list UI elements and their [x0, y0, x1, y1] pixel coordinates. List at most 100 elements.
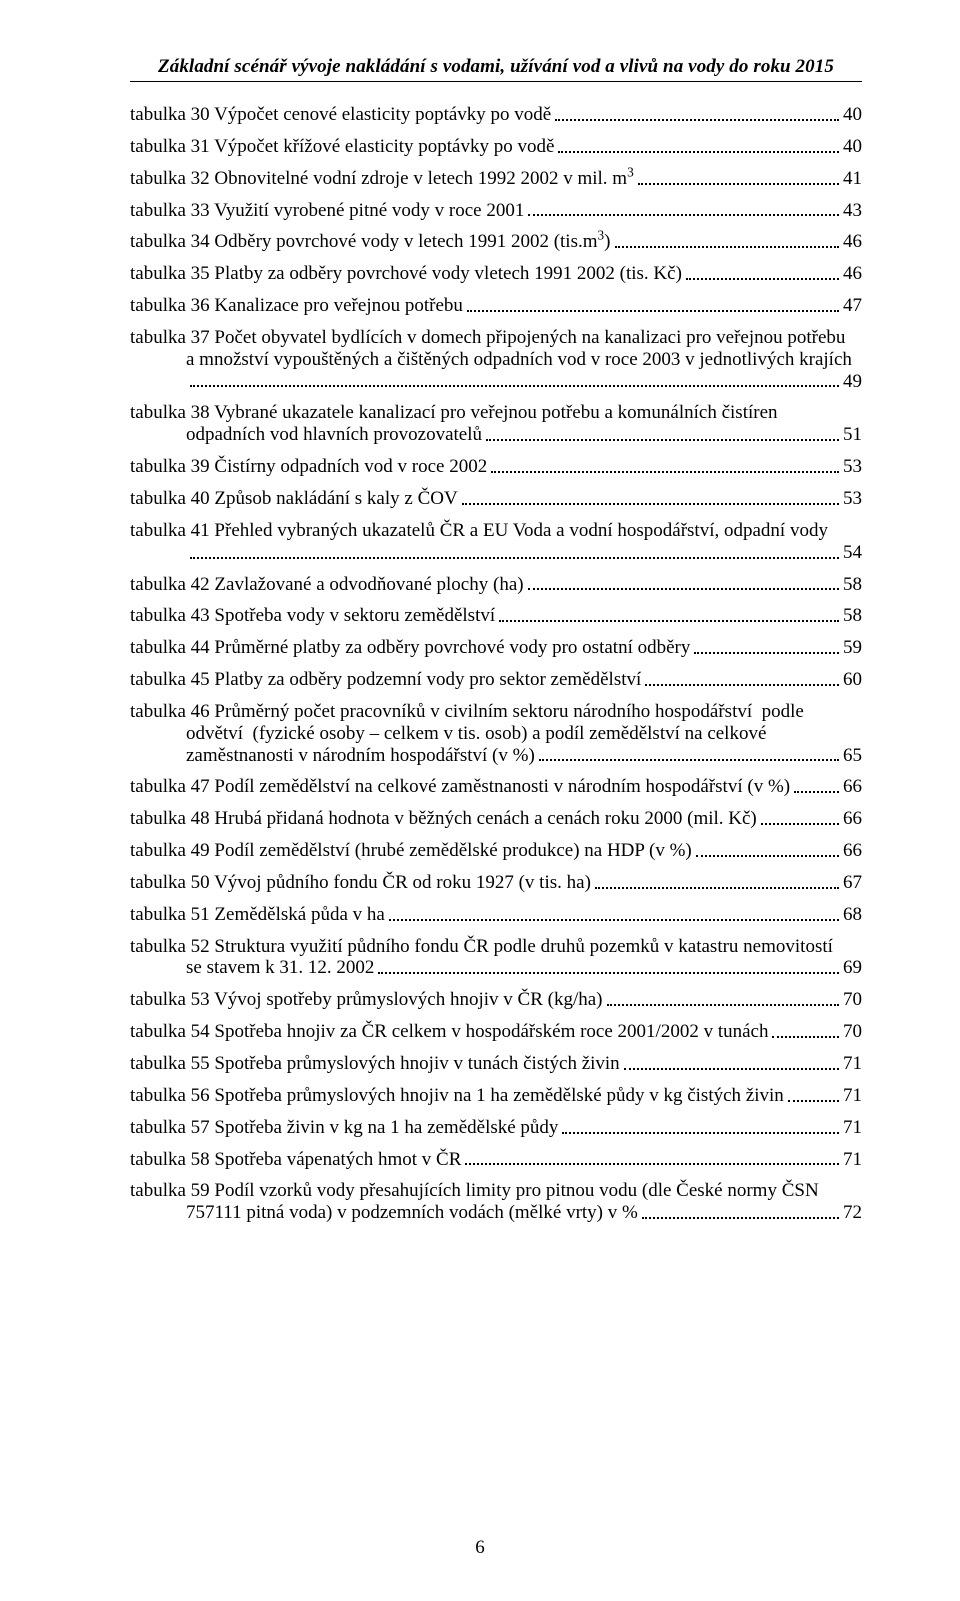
toc-text: tabulka 48 Hrubá přidaná hodnota v běžný… — [130, 808, 757, 830]
toc-entry: tabulka 56 Spotřeba průmyslových hnojiv … — [130, 1085, 862, 1107]
toc-page: 53 — [843, 456, 862, 478]
toc-text: tabulka 57 Spotřeba živin v kg na 1 ha z… — [130, 1117, 558, 1139]
toc-leader — [562, 1132, 839, 1134]
toc-entry: tabulka 41 Přehled vybraných ukazatelů Č… — [130, 520, 862, 564]
toc-last-line: 54 — [130, 542, 862, 564]
toc-page: 53 — [843, 488, 862, 510]
toc-leader — [491, 471, 839, 473]
page-number: 6 — [0, 1537, 960, 1559]
toc-text: zaměstnanosti v národním hospodářství (v… — [186, 745, 535, 766]
toc-page: 71 — [843, 1117, 862, 1139]
toc-entry: tabulka 35 Platby za odběry povrchové vo… — [130, 263, 862, 285]
toc-entry: tabulka 37 Počet obyvatel bydlících v do… — [130, 327, 862, 393]
toc-text: tabulka 53 Vývoj spotřeby průmyslových h… — [130, 989, 603, 1011]
toc-page: 69 — [843, 957, 862, 979]
toc-leader — [486, 439, 839, 441]
toc-text: tabulka 44 Průměrné platby za odběry pov… — [130, 637, 690, 659]
toc-page: 47 — [843, 295, 862, 317]
toc-text: tabulka 43 Spotřeba vody v sektoru zeměd… — [130, 605, 495, 627]
toc-leader — [615, 246, 840, 248]
toc-leader — [389, 919, 839, 921]
page: Základní scénář vývoje nakládání s vodam… — [0, 0, 960, 1601]
toc-leader — [761, 823, 839, 825]
toc-page: 41 — [843, 168, 862, 190]
toc-entry: tabulka 51 Zemědělská půda v ha68 — [130, 904, 862, 926]
toc-text: tabulka 45 Platby za odběry podzemní vod… — [130, 669, 641, 691]
toc-page: 40 — [843, 136, 862, 158]
toc-leader — [528, 214, 839, 216]
toc-leader — [772, 1036, 839, 1038]
toc-leader — [465, 1163, 839, 1165]
toc-last-line: se stavem k 31. 12. 2002 69 — [130, 957, 862, 979]
toc-entry: tabulka 31 Výpočet křížové elasticity po… — [130, 136, 862, 158]
toc-text: tabulka 54 Spotřeba hnojiv za ČR celkem … — [130, 1021, 768, 1043]
toc-text-line: tabulka 38 Vybrané ukazatele kanalizací … — [130, 402, 862, 424]
toc-text: tabulka 39 Čistírny odpadních vod v roce… — [130, 456, 487, 478]
toc-page: 46 — [843, 231, 862, 253]
toc-page: 58 — [843, 574, 862, 596]
toc-entry: tabulka 49 Podíl zemědělství (hrubé země… — [130, 840, 862, 862]
toc-entry: tabulka 34 Odběry povrchové vody v letec… — [130, 231, 862, 253]
toc-page: 70 — [843, 989, 862, 1011]
toc-leader — [467, 310, 839, 312]
toc-page: 70 — [843, 1021, 862, 1043]
toc-text-line: tabulka 46 Průměrný počet pracovníků v c… — [130, 701, 862, 723]
toc-entry: tabulka 39 Čistírny odpadních vod v roce… — [130, 456, 862, 478]
toc-page: 66 — [843, 840, 862, 862]
toc-page: 71 — [843, 1149, 862, 1171]
toc-leader — [638, 183, 839, 185]
toc-entry: tabulka 47 Podíl zemědělství na celkové … — [130, 776, 862, 798]
toc-leader — [190, 385, 839, 387]
superscript: 3 — [627, 164, 634, 179]
toc-text: tabulka 31 Výpočet křížové elasticity po… — [130, 136, 554, 158]
toc-page: 58 — [843, 605, 862, 627]
toc-text: tabulka 55 Spotřeba průmyslových hnojiv … — [130, 1053, 620, 1075]
toc-text: tabulka 47 Podíl zemědělství na celkové … — [130, 776, 790, 798]
toc-leader — [528, 588, 839, 590]
toc-text: tabulka 36 Kanalizace pro veřejnou potře… — [130, 295, 463, 317]
toc-entry: tabulka 48 Hrubá přidaná hodnota v běžný… — [130, 808, 862, 830]
toc-page: 43 — [843, 200, 862, 222]
toc-text: tabulka 34 Odběry povrchové vody v letec… — [130, 231, 611, 253]
toc-text: tabulka 58 Spotřeba vápenatých hmot v ČR — [130, 1149, 461, 1171]
toc-leader — [462, 503, 839, 505]
toc-entry: tabulka 45 Platby za odběry podzemní vod… — [130, 669, 862, 691]
toc-entry: tabulka 36 Kanalizace pro veřejnou potře… — [130, 295, 862, 317]
toc-text: tabulka 49 Podíl zemědělství (hrubé země… — [130, 840, 692, 862]
toc-page: 40 — [843, 104, 862, 126]
toc-text: tabulka 51 Zemědělská půda v ha — [130, 904, 385, 926]
toc-page: 59 — [843, 637, 862, 659]
toc-leader — [190, 557, 839, 559]
toc-entry: tabulka 44 Průměrné platby za odběry pov… — [130, 637, 862, 659]
toc-leader — [696, 855, 839, 857]
toc-leader — [686, 278, 839, 280]
toc-text: tabulka 42 Zavlažované a odvodňované plo… — [130, 574, 524, 596]
toc-leader — [558, 151, 839, 153]
toc-leader — [788, 1100, 839, 1102]
toc-page: 66 — [843, 808, 862, 830]
toc-entry: tabulka 30 Výpočet cenové elasticity pop… — [130, 104, 862, 126]
toc-page: 46 — [843, 263, 862, 285]
toc-leader — [378, 972, 839, 974]
toc-leader — [595, 887, 839, 889]
superscript: 3 — [598, 228, 605, 243]
toc-text: 757111 pitná voda) v podzemních vodách (… — [186, 1202, 638, 1223]
toc-entry: tabulka 43 Spotřeba vody v sektoru zeměd… — [130, 605, 862, 627]
toc-last-line: 49 — [130, 371, 862, 393]
toc-text: tabulka 33 Využití vyrobené pitné vody v… — [130, 200, 524, 222]
toc-last-line: zaměstnanosti v národním hospodářství (v… — [130, 745, 862, 767]
toc-text-line: tabulka 37 Počet obyvatel bydlících v do… — [130, 327, 862, 349]
toc-last-line: 757111 pitná voda) v podzemních vodách (… — [130, 1202, 862, 1224]
toc-entry: tabulka 42 Zavlažované a odvodňované plo… — [130, 574, 862, 596]
toc-page: 60 — [843, 669, 862, 691]
page-header: Základní scénář vývoje nakládání s vodam… — [130, 56, 862, 78]
toc-text-line: tabulka 52 Struktura využití půdního fon… — [130, 936, 862, 958]
toc-text-line: tabulka 41 Přehled vybraných ukazatelů Č… — [130, 520, 862, 542]
header-rule — [130, 81, 862, 82]
toc-entry: tabulka 59 Podíl vzorků vody přesahující… — [130, 1180, 862, 1224]
toc-page: 66 — [843, 776, 862, 798]
toc-page: 67 — [843, 872, 862, 894]
toc-entry: tabulka 55 Spotřeba průmyslových hnojiv … — [130, 1053, 862, 1075]
toc-text: se stavem k 31. 12. 2002 — [186, 957, 374, 978]
toc-page: 51 — [843, 424, 862, 446]
